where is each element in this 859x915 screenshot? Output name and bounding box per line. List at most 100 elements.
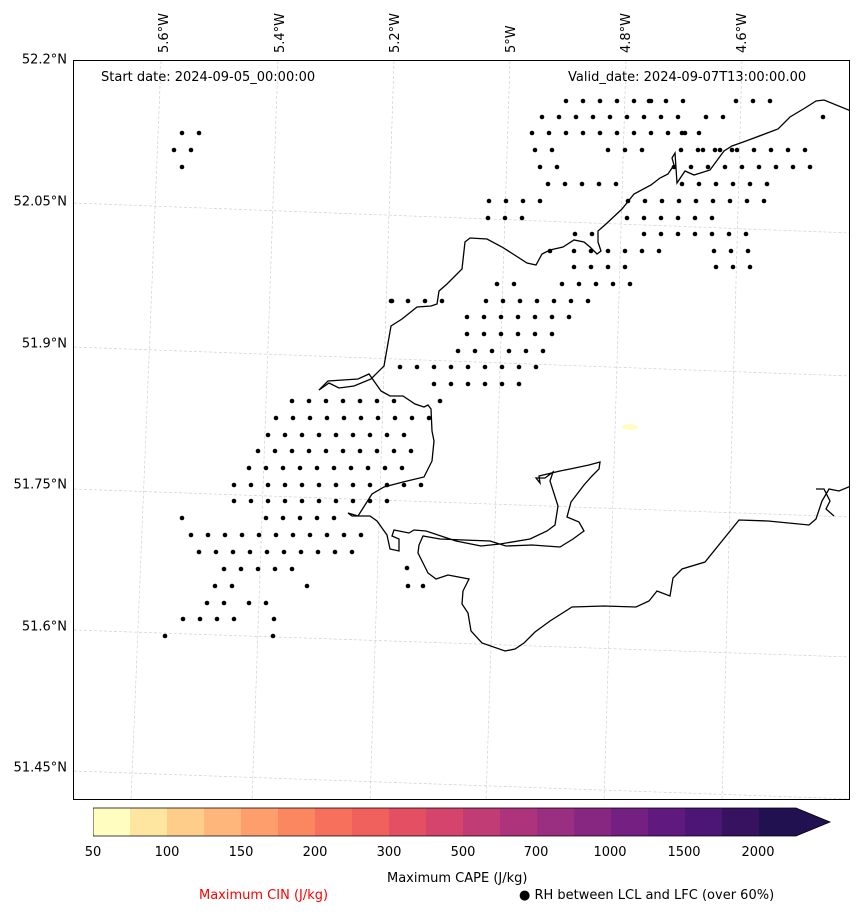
rh-marker <box>516 381 522 387</box>
rh-marker <box>671 164 677 170</box>
rh-marker <box>631 98 637 104</box>
rh-marker <box>747 264 753 270</box>
rh-marker <box>730 181 736 187</box>
rh-marker <box>212 583 218 589</box>
rh-marker <box>481 314 487 320</box>
rh-marker <box>464 314 470 320</box>
rh-marker <box>448 381 454 387</box>
rh-marker <box>289 448 295 454</box>
rh-marker <box>696 181 702 187</box>
rh-marker <box>271 616 277 622</box>
rh-marker <box>374 398 380 404</box>
rh-marker <box>500 298 506 304</box>
rh-marker <box>289 398 295 404</box>
lat-label-52.2: 52.2°N <box>21 52 67 68</box>
colorbar-swatch <box>722 808 760 836</box>
rh-marker <box>307 532 313 538</box>
rh-marker <box>739 164 745 170</box>
rh-marker <box>744 198 750 204</box>
rh-markers <box>162 98 826 639</box>
rh-marker <box>265 432 271 438</box>
rh-marker <box>539 114 545 120</box>
rh-marker <box>756 164 762 170</box>
rh-marker <box>341 415 347 421</box>
rh-marker <box>333 432 339 438</box>
lon-label-5.2: 5.2°W <box>388 12 403 53</box>
rh-marker <box>290 415 296 421</box>
rh-marker <box>222 532 228 538</box>
rh-marker <box>764 181 770 187</box>
rh-marker <box>499 364 505 370</box>
rh-marker <box>642 198 648 204</box>
rh-marker <box>802 147 808 153</box>
rh-marker <box>482 381 488 387</box>
rh-marker <box>605 264 611 270</box>
rh-marker <box>639 147 645 153</box>
rh-marker <box>391 398 397 404</box>
rh-marker <box>316 482 322 488</box>
lat-label-51.45: 51.45°N <box>13 760 67 776</box>
rh-marker <box>585 298 591 304</box>
rh-marker <box>391 448 397 454</box>
rh-marker <box>727 198 733 204</box>
rh-marker <box>420 583 426 589</box>
rh-marker <box>785 147 791 153</box>
cin-label: Maximum CIN (J/kg) <box>199 888 329 903</box>
rh-marker <box>534 298 540 304</box>
rh-marker <box>547 248 553 254</box>
rh-marker <box>726 231 732 237</box>
rh-marker <box>566 314 572 320</box>
colorbar-swatch <box>389 808 427 836</box>
rh-marker <box>358 532 364 538</box>
rh-marker <box>688 164 694 170</box>
rh-marker <box>348 465 354 471</box>
rh-marker <box>464 331 470 337</box>
map-panel <box>73 60 850 800</box>
rh-marker <box>489 348 495 354</box>
lon-label-4.6: 4.6°W <box>735 12 750 53</box>
rh-marker <box>693 198 699 204</box>
rh-marker <box>745 248 751 254</box>
rh-marker <box>641 114 647 120</box>
rh-marker <box>340 448 346 454</box>
rh-marker <box>613 181 619 187</box>
rh-marker <box>520 198 526 204</box>
rh-marker <box>768 147 774 153</box>
rh-marker <box>331 515 337 521</box>
rh-marker <box>465 364 471 370</box>
rh-marker <box>437 398 443 404</box>
rh-marker <box>722 164 728 170</box>
rh-marker <box>349 549 355 555</box>
rh-marker <box>357 398 363 404</box>
lat-label-51.6: 51.6°N <box>21 619 67 635</box>
colorbar-swatch <box>500 808 538 836</box>
rh-marker <box>289 566 295 572</box>
rh-marker <box>350 498 356 504</box>
rh-marker <box>537 164 543 170</box>
rh-marker <box>171 147 177 153</box>
colorbar-swatch <box>93 808 131 836</box>
rh-marker <box>533 364 539 370</box>
rh-marker <box>571 264 577 270</box>
rh-marker <box>374 448 380 454</box>
rh-marker <box>576 281 582 287</box>
rh-marker <box>559 281 565 287</box>
rh-marker <box>455 348 461 354</box>
lon-label-5.6: 5.6°W <box>157 12 172 53</box>
rh-marker <box>631 130 637 136</box>
rh-marker <box>751 147 757 153</box>
rh-marker <box>692 215 698 221</box>
rh-marker <box>231 616 237 622</box>
colorbar-tick-500: 500 <box>450 845 476 860</box>
rh-marker <box>323 398 329 404</box>
rh-marker <box>511 281 517 287</box>
rh-marker <box>676 198 682 204</box>
rh-marker <box>506 348 512 354</box>
colorbar-swatch <box>537 808 575 836</box>
rh-marker <box>384 432 390 438</box>
rh-marker <box>315 549 321 555</box>
rh-marker <box>486 198 492 204</box>
colorbar-swatch <box>315 808 353 836</box>
lon-label-5.0: 5°W <box>504 25 519 53</box>
rh-marker <box>375 415 381 421</box>
